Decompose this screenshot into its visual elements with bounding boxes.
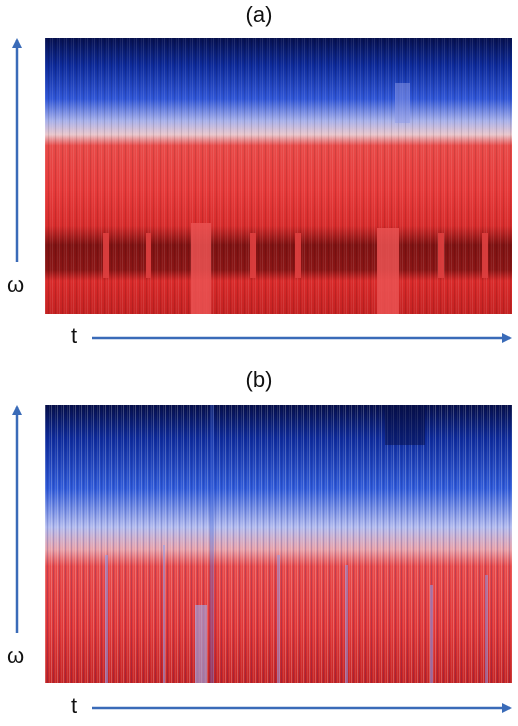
panel-a-label: (a) [245, 2, 273, 27]
panel-b-spectrogram [45, 405, 512, 683]
panel-a: (a) [0, 0, 518, 360]
panel-a-x-axis-label: t [71, 323, 78, 348]
panel-b-label: (b) [245, 367, 273, 392]
panel-a-spectrogram [45, 38, 512, 314]
panel-b-axes [12, 405, 512, 713]
panel-b-y-axis-label: ω [7, 643, 25, 668]
panel-a-axes [12, 38, 512, 343]
panel-b-x-axis-label: t [71, 693, 78, 718]
panel-b: (b) [0, 365, 518, 726]
panel-a-y-axis-label: ω [7, 272, 25, 297]
